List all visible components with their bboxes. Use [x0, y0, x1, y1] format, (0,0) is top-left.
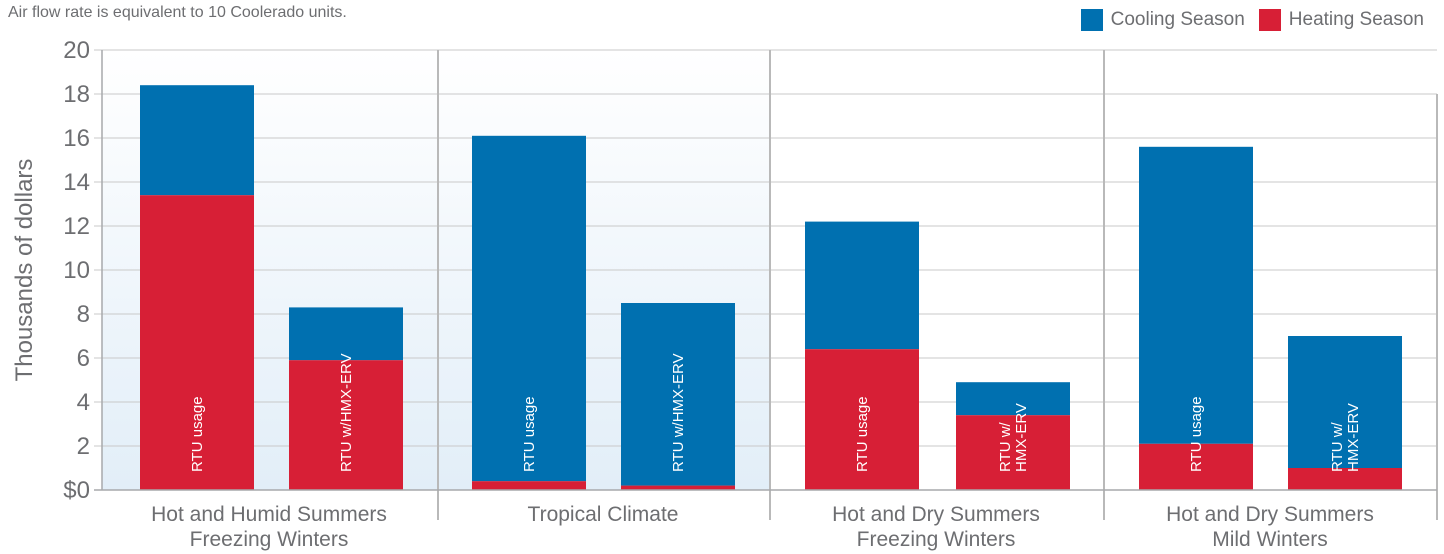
- bars: [140, 85, 1402, 490]
- category-label: Hot and Dry Summers: [832, 503, 1040, 526]
- legend: Cooling Season Heating Season: [1080, 9, 1424, 31]
- bar-label: HMX-ERV: [1013, 403, 1030, 472]
- axes: [94, 50, 1437, 491]
- y-axis-title: Thousands of dollars: [11, 159, 38, 382]
- bar-cooling-segment: [289, 307, 403, 361]
- legend-item-heating: Heating Season: [1258, 9, 1424, 31]
- bar-heating-segment: [140, 195, 254, 490]
- bar-heating-segment: [621, 485, 735, 490]
- y-tick-label: 14: [63, 169, 90, 196]
- legend-swatch-cooling: [1080, 9, 1103, 31]
- y-tick-label: $0: [63, 477, 90, 504]
- legend-label-cooling: Cooling Season: [1110, 9, 1245, 30]
- bar-heating-segment: [1288, 468, 1402, 490]
- chart-note: Air flow rate is equivalent to 10 Cooler…: [8, 4, 347, 21]
- y-tick-label: 16: [63, 125, 90, 152]
- category-label: Hot and Dry Summers: [1166, 503, 1374, 526]
- bar-cooling-segment: [1139, 146, 1253, 444]
- legend-item-cooling: Cooling Season: [1080, 9, 1245, 31]
- bar-label: RTU w/HMX-ERV: [338, 353, 355, 472]
- bar-cooling-segment: [805, 221, 919, 350]
- bar-label: RTU usage: [854, 396, 871, 472]
- labels: $0 2 4 6 8 10 12 14 16 18 20 RTU usage RTU w/HMX-ERV…: [11, 37, 1374, 551]
- bar-cooling-segment: [140, 85, 254, 196]
- bar-label: RTU w/: [1329, 421, 1346, 472]
- y-tick-label: 8: [77, 301, 90, 328]
- bar-heating-segment: [956, 415, 1070, 490]
- bar-cooling-segment: [1288, 336, 1402, 468]
- y-tick-label: 10: [63, 257, 90, 284]
- y-tick-label: 4: [77, 389, 90, 416]
- y-tick-label: 18: [63, 81, 90, 108]
- category-label: Hot and Humid Summers: [151, 503, 387, 526]
- legend-label-heating: Heating Season: [1288, 9, 1424, 30]
- bar-label: RTU w/HMX-ERV: [670, 353, 687, 472]
- bar-label: RTU usage: [189, 396, 206, 472]
- bar-heating-segment: [805, 349, 919, 490]
- y-tick-label: 6: [77, 345, 90, 372]
- category-label: Mild Winters: [1212, 528, 1328, 551]
- category-label: Freezing Winters: [857, 528, 1016, 551]
- bar-heating-segment: [289, 360, 403, 490]
- bar-label: RTU usage: [1188, 396, 1205, 472]
- y-tick-label: 12: [63, 213, 90, 240]
- bar-cooling-segment: [956, 382, 1070, 416]
- bar-heating-segment: [1139, 443, 1253, 490]
- bar-heating-segment: [472, 481, 586, 490]
- y-tick-label: 20: [63, 37, 90, 64]
- y-tick-label: 2: [77, 433, 90, 460]
- category-label: Tropical Climate: [528, 503, 679, 526]
- category-label: Freezing Winters: [190, 528, 349, 551]
- legend-swatch-heating: [1258, 9, 1281, 31]
- bar-label: RTU usage: [521, 396, 538, 472]
- bar-cooling-segment: [621, 303, 735, 486]
- bar-cooling-segment: [472, 135, 586, 482]
- bar-label: HMX-ERV: [1345, 403, 1362, 472]
- bar-label: RTU w/: [997, 421, 1014, 472]
- group-dividers: [437, 50, 1438, 520]
